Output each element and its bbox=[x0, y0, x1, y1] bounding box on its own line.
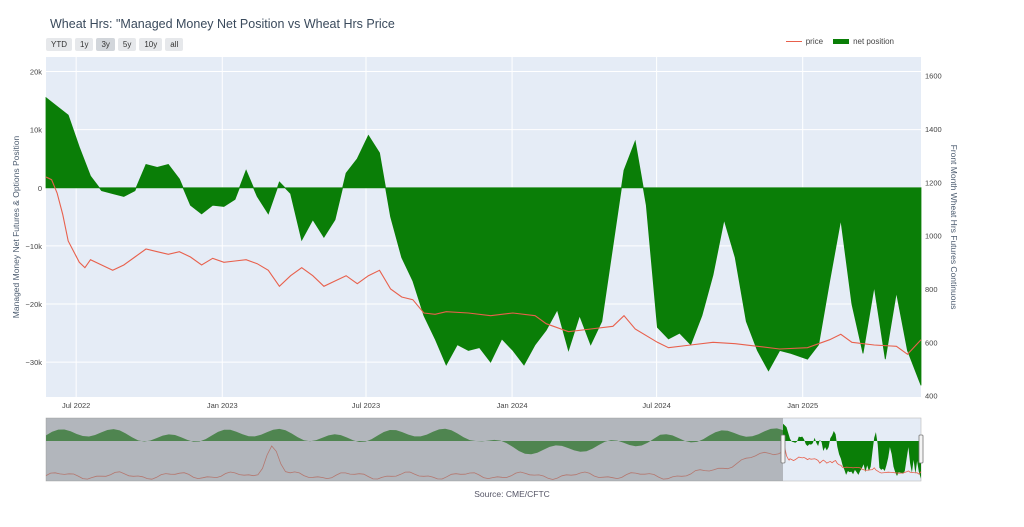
y-tick-label: 20k bbox=[30, 68, 42, 77]
legend-item-net-position[interactable]: net position bbox=[833, 37, 894, 46]
x-tick-label: Jan 2023 bbox=[207, 401, 238, 410]
x-tick-label: Jan 2024 bbox=[497, 401, 528, 410]
net-position-area-layer bbox=[45, 96, 922, 386]
y2-tick-label: 400 bbox=[925, 392, 938, 401]
chart-title: Wheat Hrs: "Managed Money Net Position v… bbox=[50, 17, 395, 31]
y-axis-title: Managed Money Net Futures & Options Posi… bbox=[11, 136, 21, 319]
range-selector: YTD 1y 3y 5y 10y all bbox=[46, 38, 184, 51]
range-button-ytd[interactable]: YTD bbox=[46, 38, 72, 51]
x-tick-label: Jul 2024 bbox=[642, 401, 670, 410]
x-tick-label: Jan 2025 bbox=[787, 401, 818, 410]
range-button-1y[interactable]: 1y bbox=[75, 38, 94, 51]
y-tick-label: 10k bbox=[30, 126, 42, 135]
x-tick-label: Jul 2023 bbox=[352, 401, 380, 410]
legend: price net position bbox=[785, 37, 894, 46]
range-slider-left-handle[interactable] bbox=[780, 434, 786, 464]
range-slider-price-line bbox=[782, 445, 922, 475]
x-tick-label: Jul 2022 bbox=[62, 401, 90, 410]
y-tick-label: −30k bbox=[26, 358, 43, 367]
legend-net-position-label: net position bbox=[853, 37, 894, 46]
range-button-all[interactable]: all bbox=[165, 38, 184, 51]
range-slider[interactable] bbox=[45, 417, 924, 482]
legend-price-label: price bbox=[805, 37, 824, 46]
range-slider-right-handle[interactable] bbox=[918, 434, 924, 464]
net-position-area bbox=[45, 96, 922, 386]
source-note: Source: CME/CFTC bbox=[474, 489, 550, 499]
range-slider-net-area bbox=[783, 423, 921, 479]
y2-axis-title: Front Month Wheat Hrs Futures Continuous bbox=[949, 145, 959, 310]
legend-item-price[interactable]: price bbox=[785, 37, 824, 46]
range-slider-unselected-shade bbox=[46, 418, 783, 481]
price-line bbox=[45, 176, 922, 356]
range-button-3y[interactable]: 3y bbox=[96, 38, 115, 51]
y2-tick-label: 1600 bbox=[925, 72, 942, 81]
range-button-5y[interactable]: 5y bbox=[117, 38, 137, 51]
price-line-layer bbox=[45, 176, 922, 356]
y2-tick-label: 600 bbox=[925, 338, 938, 347]
y2-tick-label: 800 bbox=[925, 285, 938, 294]
legend-price-swatch bbox=[785, 40, 802, 43]
range-button-10y[interactable]: 10y bbox=[139, 38, 163, 51]
axes: Jul 2022 Jan 2023 Jul 2023 Jan 2024 Jul 2024… bbox=[26, 68, 942, 410]
y2-tick-label: 1000 bbox=[925, 232, 942, 241]
y2-tick-label: 1400 bbox=[925, 125, 942, 134]
y2-tick-label: 1200 bbox=[925, 178, 942, 187]
y-tick-label: 0 bbox=[38, 184, 42, 193]
legend-net-position-swatch bbox=[833, 39, 850, 44]
y-tick-label: −10k bbox=[26, 242, 43, 251]
y-tick-label: −20k bbox=[26, 300, 43, 309]
